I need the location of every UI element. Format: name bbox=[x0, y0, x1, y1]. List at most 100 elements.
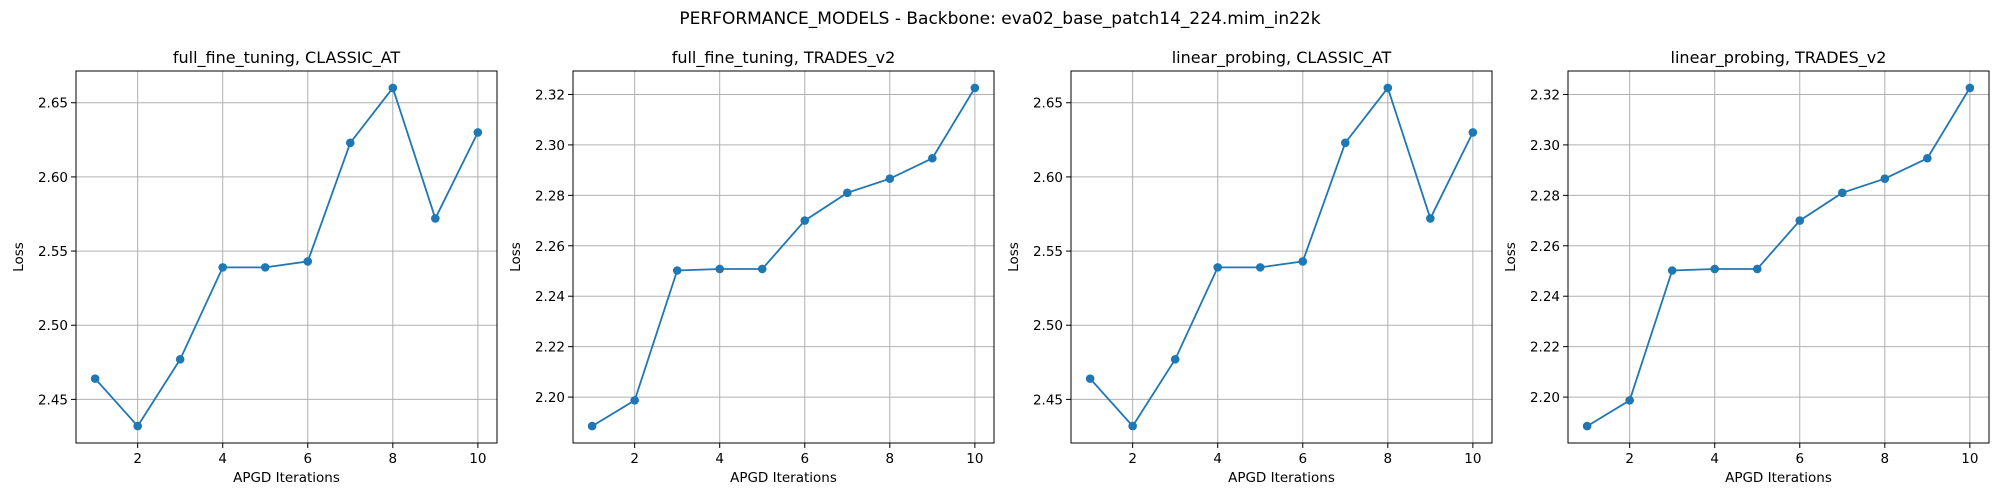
x-tick-label: 8 bbox=[1881, 451, 1890, 467]
data-point bbox=[1426, 214, 1435, 223]
x-tick-label: 2 bbox=[1128, 451, 1137, 467]
data-point bbox=[175, 355, 185, 364]
y-tick-label: 2.26 bbox=[535, 239, 565, 255]
y-tick-label: 2.20 bbox=[1530, 390, 1560, 406]
y-tick-label: 2.24 bbox=[535, 289, 565, 305]
data-point bbox=[1340, 138, 1350, 148]
x-tick-label: 4 bbox=[715, 451, 724, 467]
data-point bbox=[1837, 188, 1847, 198]
data-point bbox=[1880, 174, 1890, 183]
x-tick-label: 6 bbox=[800, 451, 809, 467]
data-point bbox=[800, 216, 810, 225]
x-tick-label: 4 bbox=[218, 451, 227, 467]
data-point bbox=[885, 174, 895, 183]
y-tick-label: 2.24 bbox=[1530, 289, 1560, 305]
axes-frame bbox=[572, 70, 995, 444]
data-point bbox=[928, 153, 937, 163]
x-tick-label: 8 bbox=[886, 451, 895, 467]
y-tick-label: 2.50 bbox=[38, 318, 68, 334]
figure-title: PERFORMANCE_MODELS - Backbone: eva02_bas… bbox=[679, 9, 1320, 29]
data-point bbox=[1170, 355, 1180, 364]
x-axis-label: APGD Iterations bbox=[730, 470, 837, 486]
data-point bbox=[260, 263, 270, 272]
x-tick-label: 8 bbox=[389, 451, 398, 467]
data-point bbox=[715, 264, 725, 274]
x-axis-label: APGD Iterations bbox=[1228, 470, 1335, 486]
y-tick-label: 2.55 bbox=[1033, 244, 1063, 260]
subplot-title: linear_probing, TRADES_v2 bbox=[1671, 48, 1887, 68]
y-tick-label: 2.65 bbox=[38, 96, 68, 112]
y-tick-label: 2.45 bbox=[1033, 392, 1063, 408]
y-axis-label: Loss bbox=[508, 242, 524, 272]
series-line bbox=[94, 86, 479, 428]
y-tick-label: 2.20 bbox=[535, 390, 565, 406]
data-point bbox=[1795, 216, 1805, 225]
x-tick-label: 6 bbox=[1795, 451, 1804, 467]
y-tick-label: 2.55 bbox=[38, 244, 68, 260]
y-tick-label: 2.30 bbox=[1530, 138, 1560, 154]
series-line bbox=[1089, 86, 1474, 428]
data-point bbox=[970, 83, 980, 93]
subplot-title: linear_probing, CLASSIC_AT bbox=[1172, 48, 1392, 68]
data-point bbox=[431, 214, 440, 223]
data-point bbox=[1128, 421, 1137, 431]
series-line bbox=[1586, 87, 1971, 427]
x-axis-label: APGD Iterations bbox=[1725, 470, 1832, 486]
y-tick-label: 2.65 bbox=[1033, 96, 1063, 112]
data-point bbox=[587, 421, 597, 431]
y-tick-label: 2.28 bbox=[535, 188, 565, 204]
x-tick-label: 4 bbox=[1710, 451, 1719, 467]
series-line bbox=[591, 87, 976, 427]
y-tick-label: 2.28 bbox=[1530, 188, 1560, 204]
x-tick-label: 4 bbox=[1213, 451, 1222, 467]
x-tick-label: 2 bbox=[630, 451, 639, 467]
data-point bbox=[218, 263, 228, 272]
x-tick-label: 2 bbox=[133, 451, 142, 467]
y-tick-label: 2.45 bbox=[38, 392, 68, 408]
subplot-linear-probing-trades-v2: 2 4 6 8 10 2.20 2.22 2.24 2.26 2.28 2.30 2.32 linear… bbox=[1503, 48, 1990, 486]
data-point bbox=[1965, 83, 1975, 93]
x-tick-label: 10 bbox=[1464, 451, 1481, 467]
y-tick-label: 2.22 bbox=[1530, 340, 1560, 356]
data-point bbox=[1625, 396, 1634, 405]
data-point bbox=[473, 128, 483, 137]
data-point bbox=[345, 138, 355, 148]
y-axis-label: Loss bbox=[1503, 242, 1519, 272]
subplot-linear-probing-classic-at: 2 4 6 8 10 2.45 2.50 2.55 2.60 2.65 linear_probing… bbox=[1006, 48, 1493, 486]
data-point bbox=[303, 257, 313, 266]
data-point bbox=[630, 396, 639, 405]
data-point bbox=[842, 188, 852, 198]
data-point bbox=[1298, 257, 1308, 266]
data-point bbox=[1923, 153, 1932, 163]
data-point bbox=[388, 83, 398, 93]
subplot-full-fine-tuning-classic-at: 2 4 6 8 10 2.45 2.50 2.55 2.60 2.65 full_fine_tuni… bbox=[11, 48, 498, 486]
x-tick-label: 6 bbox=[303, 451, 312, 467]
axes-frame bbox=[1567, 70, 1990, 444]
subplot-title: full_fine_tuning, CLASSIC_AT bbox=[173, 48, 401, 68]
data-point bbox=[1667, 266, 1677, 275]
y-tick-label: 2.32 bbox=[1530, 87, 1560, 103]
x-tick-label: 10 bbox=[469, 451, 486, 467]
y-tick-label: 2.30 bbox=[535, 138, 565, 154]
x-tick-label: 8 bbox=[1384, 451, 1393, 467]
data-point bbox=[1085, 374, 1095, 383]
data-point bbox=[1710, 264, 1720, 274]
data-point bbox=[672, 266, 682, 275]
data-point bbox=[1752, 264, 1762, 274]
y-axis-label: Loss bbox=[1006, 242, 1022, 272]
data-point bbox=[1582, 421, 1592, 431]
y-tick-label: 2.32 bbox=[535, 87, 565, 103]
axes-frame bbox=[75, 70, 498, 444]
data-point bbox=[1213, 263, 1223, 272]
x-tick-label: 10 bbox=[966, 451, 983, 467]
y-axis-label: Loss bbox=[11, 242, 27, 272]
y-tick-label: 2.50 bbox=[1033, 318, 1063, 334]
data-point bbox=[90, 374, 100, 383]
x-tick-label: 2 bbox=[1625, 451, 1634, 467]
data-point bbox=[1383, 83, 1393, 93]
axes-frame bbox=[1070, 70, 1493, 444]
x-tick-label: 10 bbox=[1961, 451, 1978, 467]
subplot-full-fine-tuning-trades-v2: 2 4 6 8 10 2.20 2.22 2.24 2.26 2.28 2.30 2.32 full_f… bbox=[508, 48, 995, 486]
data-point bbox=[1255, 263, 1265, 272]
